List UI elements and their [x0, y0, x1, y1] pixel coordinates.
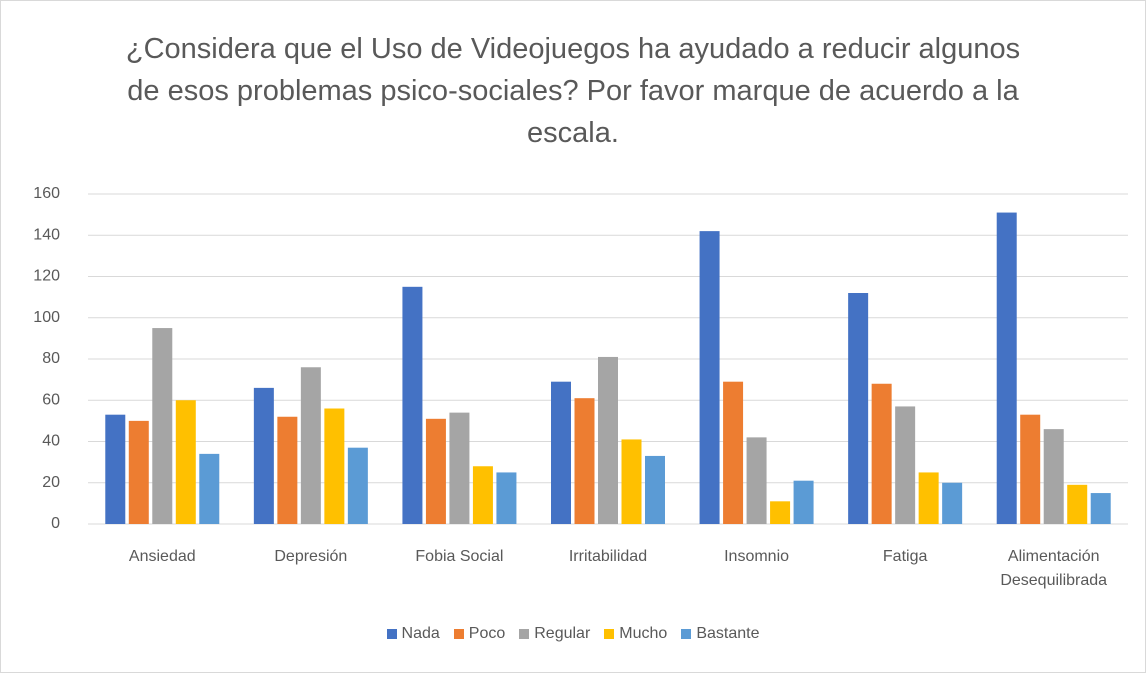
legend-swatch [386, 629, 397, 639]
y-tick-label: 140 [33, 226, 60, 243]
bar [277, 416, 298, 524]
x-tick-label: Irritabilidad [568, 548, 648, 565]
legend-label: Nada [401, 625, 440, 642]
bar [152, 328, 173, 524]
legend: Nada Poco Regular Mucho Bastante [0, 625, 1146, 643]
bar [723, 381, 744, 524]
bar [449, 412, 470, 524]
bar [942, 482, 963, 524]
x-tick-label: Ansiedad [128, 548, 196, 565]
bar [175, 400, 196, 524]
legend-item: Bastante [681, 625, 759, 643]
chart-title: ¿Considera que el Uso de Videojuegos ha … [125, 33, 1021, 149]
bar [347, 447, 368, 524]
legend-swatch [604, 629, 615, 639]
bar [871, 383, 892, 524]
legend-label: Mucho [619, 625, 668, 642]
y-tick-label: 80 [42, 350, 60, 367]
x-tick-label: Insomnio [724, 548, 790, 565]
bar [300, 367, 321, 524]
legend-swatch [453, 629, 464, 639]
bar [645, 455, 665, 524]
bar [848, 293, 869, 524]
bar [746, 437, 767, 524]
bar [425, 418, 446, 524]
legend-label: Poco [468, 625, 506, 642]
bar [1020, 414, 1041, 524]
bar [472, 466, 493, 524]
bar [621, 439, 642, 524]
y-tick-label: 160 [33, 185, 60, 202]
legend-item: Regular [519, 625, 590, 643]
y-tick-label: 100 [33, 309, 60, 326]
legend-item: Mucho [604, 625, 667, 643]
y-tick-label: 60 [42, 391, 60, 408]
bar [895, 406, 916, 524]
bar [551, 381, 571, 524]
legend-label: Bastante [696, 625, 760, 642]
bar [1090, 493, 1111, 524]
bar [918, 472, 939, 524]
bar [996, 212, 1017, 524]
y-tick-label: 40 [42, 433, 60, 450]
legend-item: Poco [453, 625, 506, 643]
bar [699, 231, 720, 524]
legend-swatch [519, 629, 530, 639]
bar [128, 420, 149, 524]
bar [496, 472, 517, 524]
bar [1043, 429, 1064, 524]
legend-label: Regular [534, 625, 591, 642]
bar [598, 356, 618, 524]
bar [574, 398, 595, 524]
legend-swatch [681, 629, 692, 639]
x-tick-label: Alimentación Desequilibrada [1000, 548, 1108, 589]
bar [770, 501, 791, 524]
x-tick-label: Fobia Social [415, 548, 504, 565]
x-tick-label: Depresión [274, 548, 348, 565]
y-tick-label: 0 [51, 515, 60, 532]
y-tick-label: 120 [33, 268, 60, 285]
x-tick-label: Fatiga [882, 548, 928, 565]
bar [1067, 484, 1088, 524]
bar [324, 408, 345, 524]
bar [793, 480, 814, 524]
bar [105, 414, 126, 524]
legend-item: Nada [386, 625, 440, 643]
bar [402, 286, 423, 524]
y-tick-label: 20 [42, 474, 60, 491]
bar [253, 387, 274, 524]
bar [199, 453, 220, 524]
